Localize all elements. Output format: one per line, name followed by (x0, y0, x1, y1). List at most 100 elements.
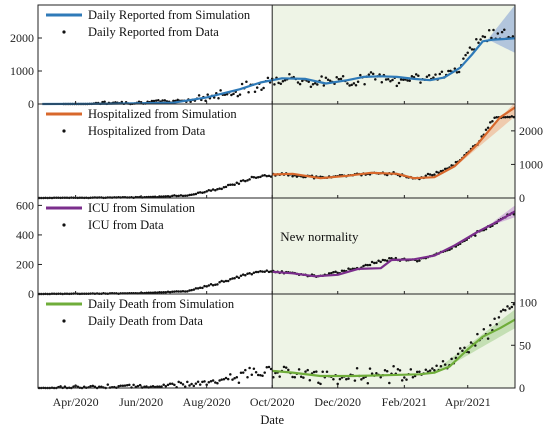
data-point (364, 263, 367, 267)
data-point (383, 258, 387, 262)
data-point (483, 35, 487, 39)
data-point (201, 286, 204, 290)
data-point (226, 279, 230, 283)
data-point (256, 373, 260, 377)
data-point (211, 283, 215, 287)
data-point (186, 290, 189, 293)
data-point (261, 374, 264, 377)
data-point (335, 76, 338, 79)
data-point (426, 172, 430, 176)
data-point (373, 261, 376, 265)
data-point (233, 377, 236, 380)
data-point (315, 370, 318, 373)
data-point (399, 78, 403, 81)
data-point (385, 370, 389, 373)
data-point (464, 53, 467, 57)
data-point (171, 194, 174, 198)
data-point (151, 385, 155, 388)
data-point (325, 370, 329, 373)
data-point (356, 80, 360, 83)
data-point (72, 385, 75, 388)
data-point (162, 383, 165, 386)
data-point (175, 290, 178, 293)
data-point (510, 115, 514, 118)
data-point (207, 189, 211, 192)
data-point (119, 384, 122, 387)
data-point (171, 290, 174, 293)
data-point (82, 385, 86, 389)
data-point (302, 376, 305, 379)
data-point (409, 368, 413, 371)
data-point (76, 385, 80, 388)
data-point (447, 69, 450, 73)
data-point (381, 258, 385, 262)
data-point (504, 116, 507, 119)
data-point (254, 371, 258, 374)
data-point (261, 270, 264, 273)
data-point (467, 350, 471, 354)
data-point (239, 274, 243, 277)
data-point (190, 193, 193, 197)
data-point (171, 382, 174, 386)
x-tick-label: Oct/2020 (250, 395, 295, 409)
data-point (486, 337, 490, 340)
data-point (183, 290, 187, 293)
data-point (259, 270, 262, 273)
data-point (250, 373, 254, 377)
data-point (190, 382, 193, 386)
data-point (313, 81, 317, 85)
data-point (160, 195, 163, 198)
data-point (216, 381, 219, 385)
data-point (254, 270, 258, 274)
data-point (177, 380, 180, 384)
data-point (398, 369, 402, 372)
data-point (186, 380, 189, 384)
data-point (125, 384, 129, 387)
y-tick-label: 0 (28, 97, 34, 111)
data-point (492, 28, 495, 32)
data-point (394, 256, 398, 260)
data-point (149, 385, 153, 389)
data-point (477, 41, 480, 45)
data-point (370, 372, 374, 375)
y-tick-label: 1000 (10, 64, 34, 78)
data-point (181, 194, 185, 198)
data-point (457, 70, 461, 74)
data-point (475, 37, 478, 41)
legend-label-simulation: Daily Death from Simulation (88, 297, 235, 311)
data-point (222, 185, 226, 189)
data-point (196, 287, 200, 290)
data-point (506, 305, 509, 308)
data-point (456, 352, 460, 356)
data-point (504, 308, 507, 312)
data-point (415, 370, 419, 374)
data-point (338, 377, 342, 381)
data-point (377, 259, 380, 262)
data-point (411, 376, 415, 379)
data-point (463, 346, 466, 349)
data-point (278, 375, 281, 378)
data-point (332, 271, 335, 274)
data-point (151, 291, 155, 295)
data-point (326, 78, 330, 81)
data-point (415, 259, 419, 263)
data-point (384, 78, 388, 81)
data-point (454, 160, 458, 164)
data-point (206, 93, 209, 96)
data-point (254, 176, 258, 179)
y-tick-label: 0 (28, 287, 34, 301)
data-point (328, 79, 332, 82)
data-point (89, 384, 92, 388)
data-point (283, 78, 287, 82)
data-point (173, 194, 176, 197)
simulation-line-death (272, 318, 516, 378)
data-point (367, 73, 371, 76)
data-point (375, 261, 378, 265)
data-point (341, 74, 345, 78)
data-point (493, 317, 496, 320)
data-point (156, 385, 159, 388)
data-point (207, 380, 211, 384)
data-point (168, 195, 172, 198)
data-point (226, 183, 230, 187)
data-point (211, 379, 215, 382)
